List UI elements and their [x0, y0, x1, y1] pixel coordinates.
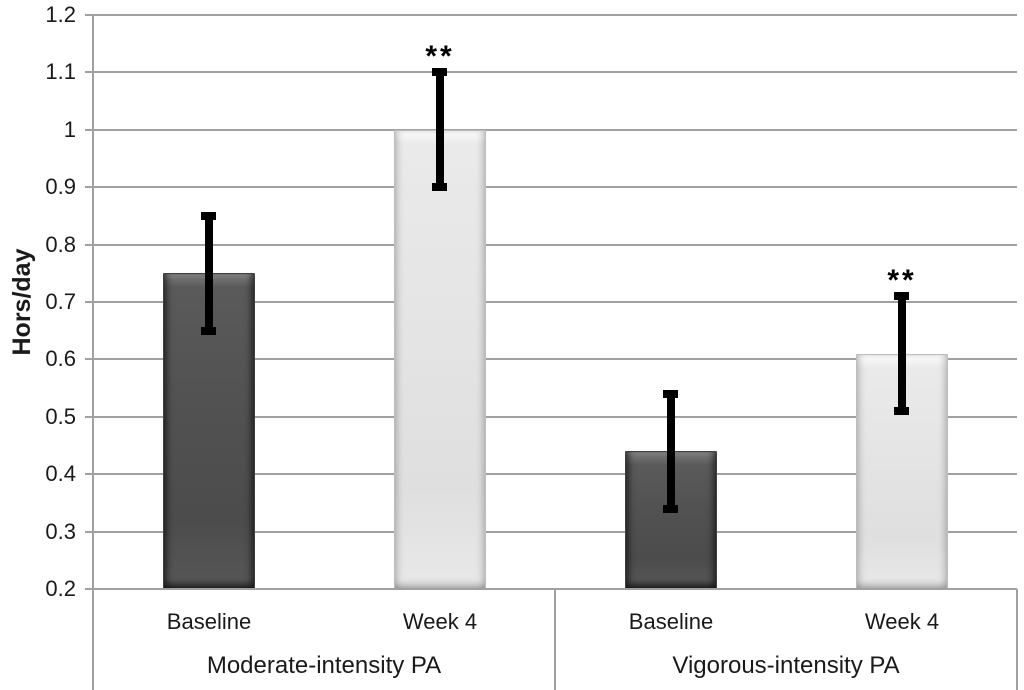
category-label: Week 4: [402, 609, 478, 634]
error-bar-cap-bottom: [432, 183, 447, 191]
y-tick-label: 0.5: [45, 404, 76, 429]
error-bar-cap-top: [432, 68, 447, 76]
significance-marker: **: [887, 264, 917, 297]
y-tick-label: 0.7: [45, 289, 76, 314]
gridline: [85, 186, 1017, 188]
y-tick-label: 0.6: [45, 346, 76, 371]
group-label: Vigorous-intensity PA: [672, 652, 900, 679]
y-tick-label: 0.4: [45, 461, 76, 486]
category-label: Baseline: [166, 609, 252, 634]
y-tick-label: 0.8: [45, 232, 76, 257]
gridline: [85, 301, 1017, 303]
y-tick-label: 0.3: [45, 519, 76, 544]
bar-moderate-intensity-week4: [394, 130, 486, 589]
y-tick-label: 1.1: [45, 59, 76, 84]
gridline: [85, 473, 1017, 475]
gridline: [85, 129, 1017, 131]
gridline: [85, 416, 1017, 418]
error-bar-cap-top: [894, 292, 909, 300]
gridline: [85, 531, 1017, 533]
gridline: [85, 71, 1017, 73]
error-bar-line: [667, 394, 675, 509]
y-tick-label: 0.9: [45, 174, 76, 199]
error-bar-line: [436, 72, 444, 187]
error-bar-line: [205, 216, 213, 331]
category-label: Baseline: [628, 609, 714, 634]
significance-marker: **: [425, 40, 455, 73]
category-axis-line: [85, 588, 1017, 590]
category-separator-2: [1016, 589, 1018, 690]
error-bar-line: [898, 296, 906, 411]
category-label: Week 4: [864, 609, 940, 634]
y-tick-label: 1: [63, 117, 76, 142]
y-axis-line: [92, 14, 94, 690]
error-bar-cap-bottom: [894, 407, 909, 415]
y-tick-label: 0.2: [45, 576, 76, 601]
error-bar-cap-bottom: [663, 505, 678, 513]
group-label: Moderate-intensity PA: [206, 652, 442, 679]
y-tick-label: 1.2: [45, 2, 76, 27]
gridline: [85, 244, 1017, 246]
category-separator-1: [554, 589, 556, 690]
gridline: [85, 358, 1017, 360]
gridline: [85, 14, 1017, 16]
error-bar-cap-bottom: [201, 327, 216, 335]
error-bar-cap-top: [663, 390, 678, 398]
error-bar-cap-top: [201, 212, 216, 220]
